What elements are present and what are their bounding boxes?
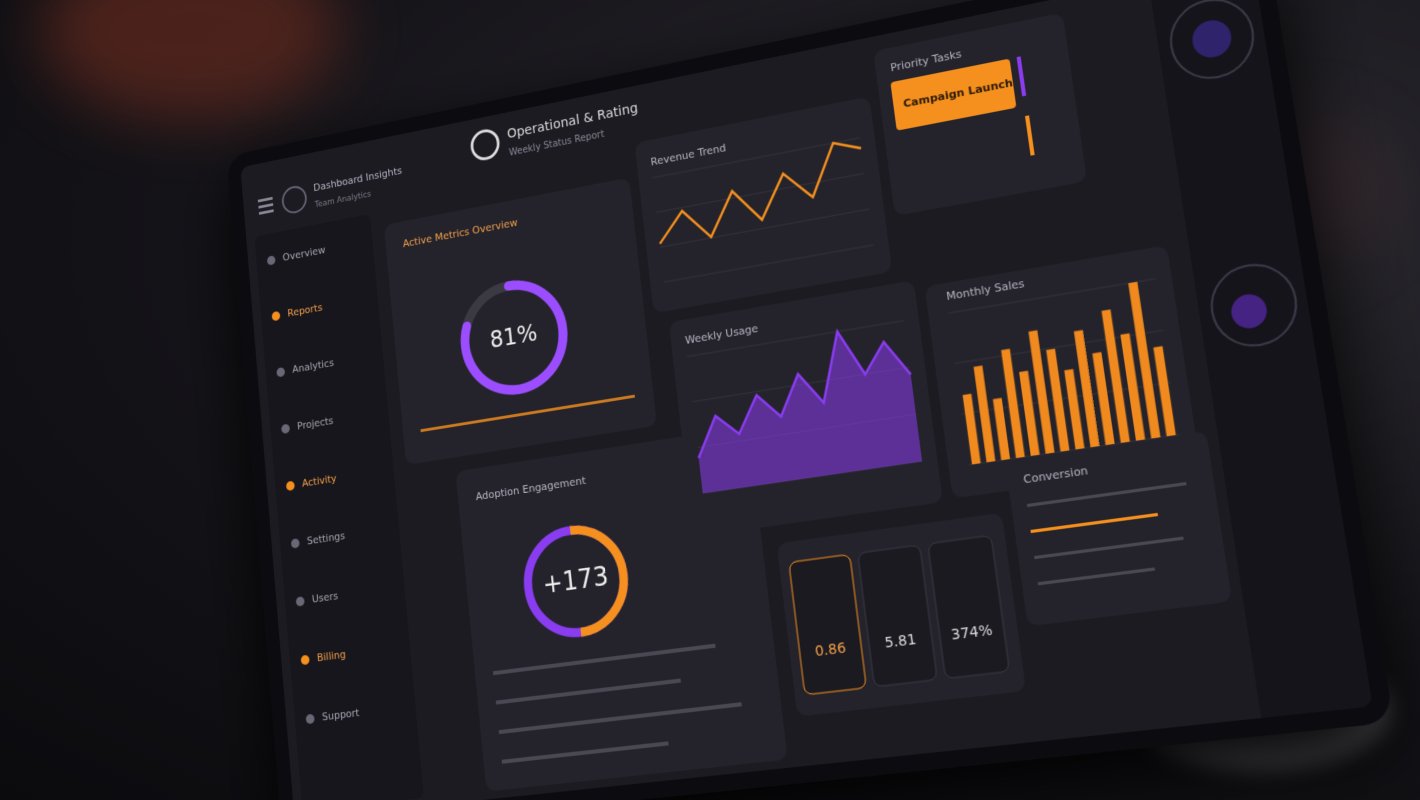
background-glow [40,0,340,120]
scene: Dashboard Insights Team Analytics Operat… [0,0,1420,800]
brand-logo [282,185,307,215]
list-panel [1005,431,1232,627]
header-logo [471,128,500,161]
dashboard-screen: Dashboard Insights Team Analytics Operat… [240,0,1372,800]
page: Dashboard Insights Team Analytics Operat… [0,0,1420,800]
monitor: Dashboard Insights Team Analytics Operat… [226,0,1394,800]
hamburger-icon [258,197,274,215]
